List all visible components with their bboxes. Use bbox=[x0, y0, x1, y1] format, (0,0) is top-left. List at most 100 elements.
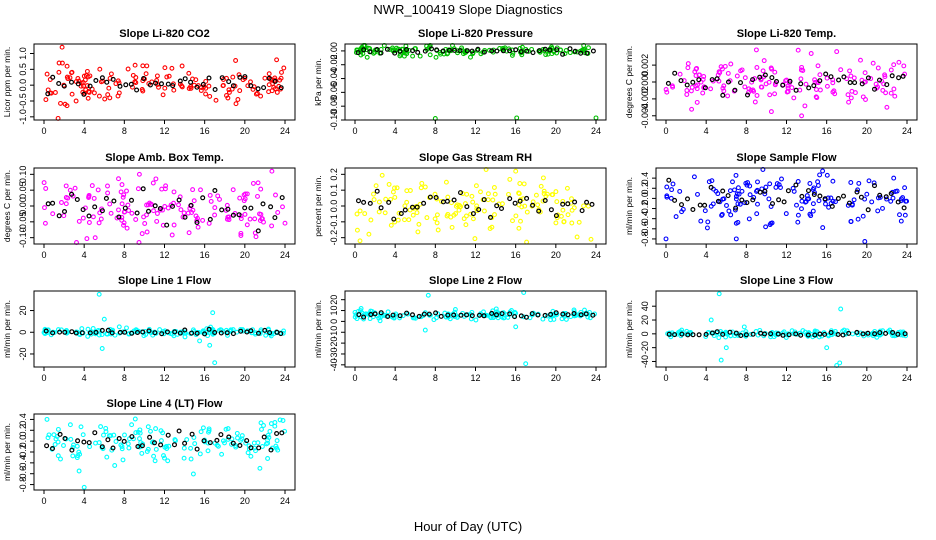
data-point bbox=[165, 205, 171, 211]
data-point bbox=[743, 180, 749, 186]
data-point bbox=[382, 210, 388, 216]
data-point bbox=[767, 181, 773, 187]
data-point bbox=[473, 317, 479, 323]
data-point bbox=[733, 172, 739, 178]
data-point bbox=[685, 65, 691, 71]
data-point bbox=[236, 72, 242, 78]
x-tick-label: 0 bbox=[663, 373, 668, 383]
data-point bbox=[814, 95, 820, 101]
data-point bbox=[710, 201, 716, 207]
mean-point bbox=[672, 70, 678, 76]
mean-point bbox=[242, 205, 248, 211]
x-tick-label: 4 bbox=[393, 250, 398, 260]
data-point bbox=[438, 51, 443, 57]
mean-point bbox=[73, 330, 79, 336]
panel-title: Slope Line 4 (LT) Flow bbox=[107, 398, 223, 410]
data-point bbox=[716, 335, 722, 341]
mean-point bbox=[170, 203, 176, 209]
data-point bbox=[677, 71, 683, 77]
data-point bbox=[179, 63, 185, 69]
data-point bbox=[852, 90, 858, 96]
mean-point bbox=[147, 434, 153, 440]
data-point bbox=[404, 199, 410, 205]
mean-point bbox=[859, 81, 865, 87]
mean-point bbox=[421, 200, 427, 206]
data-point bbox=[388, 222, 394, 228]
mean-point bbox=[122, 329, 128, 335]
data-point bbox=[230, 74, 236, 80]
data-point bbox=[45, 435, 51, 441]
y-tick-label: -0.004 bbox=[640, 103, 650, 129]
data-point bbox=[121, 220, 127, 226]
data-point bbox=[144, 63, 150, 69]
mean-point bbox=[876, 77, 882, 83]
outlier-point bbox=[44, 416, 50, 422]
mean-point bbox=[274, 329, 280, 335]
data-point bbox=[509, 52, 515, 58]
mean-point bbox=[109, 330, 115, 336]
x-tick-label: 12 bbox=[781, 373, 791, 383]
data-point bbox=[362, 211, 368, 217]
y-tick-label: 0 bbox=[18, 330, 28, 335]
data-point bbox=[121, 192, 127, 198]
data-point bbox=[838, 67, 844, 73]
data-point bbox=[90, 214, 96, 220]
mean-point bbox=[219, 75, 225, 81]
data-point bbox=[67, 75, 73, 81]
mean-point bbox=[524, 195, 530, 201]
data-point bbox=[56, 69, 62, 75]
mean-point bbox=[846, 330, 852, 336]
data-point bbox=[239, 433, 245, 439]
mean-point bbox=[494, 203, 500, 209]
data-point bbox=[87, 444, 93, 450]
data-point bbox=[255, 193, 260, 199]
mean-point bbox=[433, 195, 439, 201]
data-point bbox=[708, 86, 714, 92]
mean-point bbox=[517, 198, 523, 204]
mean-point bbox=[79, 330, 85, 336]
mean-point bbox=[402, 207, 408, 213]
mean-point bbox=[786, 332, 792, 338]
y-tick-label: 0.0 bbox=[18, 435, 28, 448]
x-tick-label: 0 bbox=[352, 126, 357, 136]
data-point bbox=[816, 198, 822, 204]
data-point bbox=[250, 86, 256, 92]
y-tick-label: 0.00 bbox=[329, 42, 339, 60]
data-point bbox=[747, 192, 753, 198]
data-point bbox=[97, 66, 103, 72]
data-point bbox=[137, 436, 142, 442]
data-point bbox=[64, 74, 70, 80]
mean-point bbox=[761, 331, 767, 337]
mean-point bbox=[378, 50, 384, 56]
mean-point bbox=[744, 92, 750, 98]
mean-point bbox=[429, 46, 435, 52]
data-point bbox=[153, 446, 159, 452]
x-tick-label: 4 bbox=[82, 250, 87, 260]
mean-point bbox=[422, 48, 428, 54]
mean-point bbox=[507, 311, 513, 317]
data-point bbox=[164, 74, 170, 80]
mean-point bbox=[81, 91, 87, 97]
mean-point bbox=[817, 331, 823, 337]
data-point bbox=[407, 188, 413, 193]
mean-point bbox=[122, 205, 128, 211]
data-point bbox=[371, 197, 377, 203]
mean-point bbox=[111, 198, 117, 204]
data-point bbox=[195, 224, 201, 230]
mean-point bbox=[92, 430, 98, 436]
mean-point bbox=[87, 330, 93, 336]
data-point bbox=[518, 218, 523, 224]
mean-point bbox=[61, 209, 67, 215]
data-point bbox=[165, 458, 171, 464]
data-point bbox=[736, 191, 742, 197]
mean-point bbox=[99, 208, 105, 214]
mean-point bbox=[780, 332, 786, 338]
mean-point bbox=[212, 330, 218, 336]
outlier-point bbox=[64, 63, 70, 69]
mean-point bbox=[81, 439, 87, 445]
data-point bbox=[164, 446, 170, 451]
panel-ylabel: percent per min. bbox=[313, 175, 323, 236]
mean-point bbox=[135, 330, 141, 336]
mean-point bbox=[715, 198, 721, 204]
data-point bbox=[42, 220, 48, 226]
